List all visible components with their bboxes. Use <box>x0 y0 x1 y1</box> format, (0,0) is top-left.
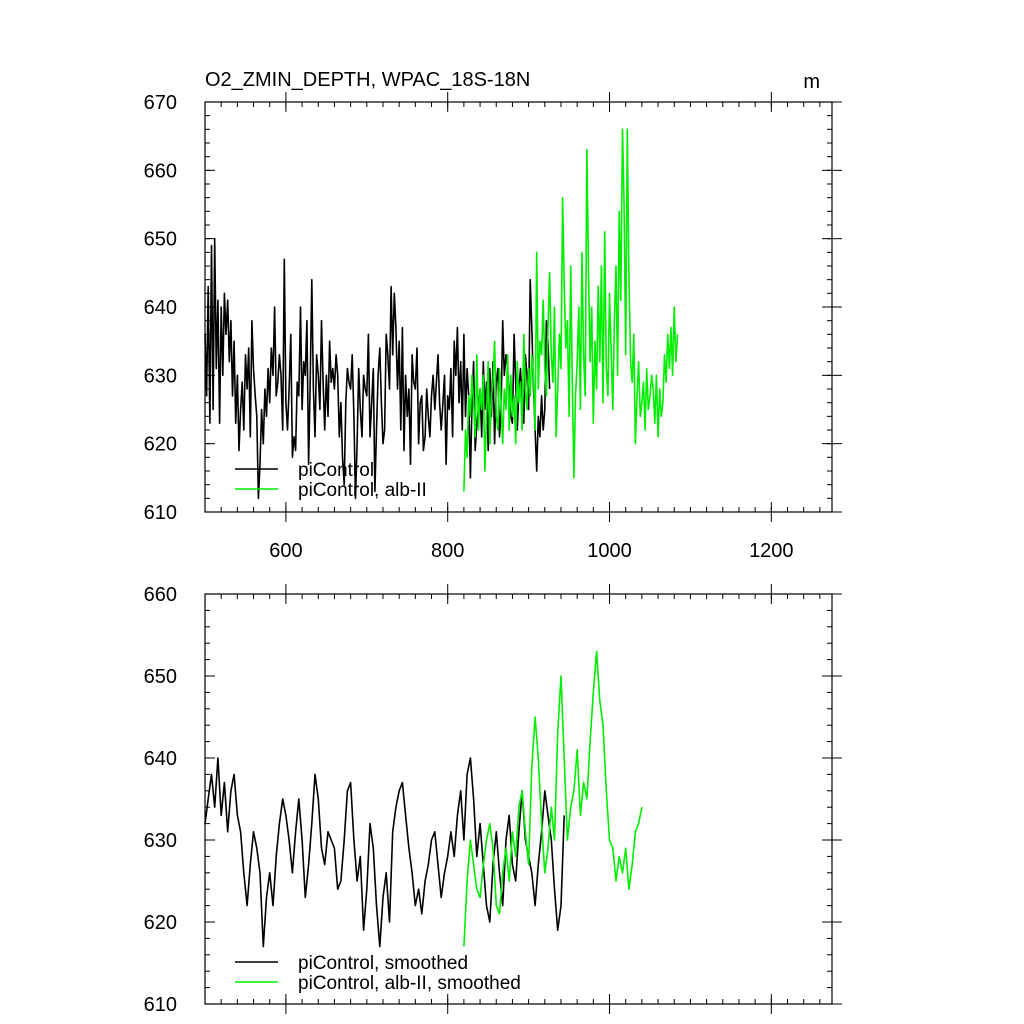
bottom-series-line-picontrol <box>204 757 565 948</box>
bottom-series-lines <box>204 650 643 948</box>
legend-label-alb-ii: piControl, alb-II <box>298 480 427 501</box>
top-x-tick-label: 1200 <box>749 540 794 562</box>
top-x-tick-label: 1000 <box>587 540 632 562</box>
top-x-tick-label: 800 <box>431 540 464 562</box>
bottom-y-tick-label: 610 <box>144 994 177 1016</box>
bottom-legend: piControl, smoothed piControl, alb-II, s… <box>235 953 521 994</box>
chart-title: O2_ZMIN_DEPTH, WPAC_18S-18N <box>205 69 530 91</box>
bottom-plot-frame <box>204 593 833 1005</box>
legend-label-picontrol-smoothed: piControl, smoothed <box>298 953 468 974</box>
bottom-series-line-alb-ii <box>463 650 643 947</box>
top-y-tick-label: 630 <box>144 365 177 387</box>
legend-label-picontrol: piControl <box>298 460 374 481</box>
top-axes-ticks: 600 800 1000 1200 610 620 630 640 650 660 670 <box>144 92 842 562</box>
top-y-tick-label: 610 <box>144 502 177 524</box>
top-series-line-alb-ii <box>463 128 679 492</box>
top-series-lines <box>204 128 679 500</box>
top-panel: O2_ZMIN_DEPTH, WPAC_18S-18N m 600 800 1000… <box>144 69 842 562</box>
bottom-y-tick-label: 640 <box>144 748 177 770</box>
top-plot-frame <box>204 101 833 513</box>
top-series-line-picontrol <box>204 237 551 500</box>
legend-label-alb-ii-smoothed: piControl, alb-II, smoothed <box>298 973 521 994</box>
units-label: m <box>803 71 820 93</box>
top-y-tick-label: 660 <box>144 160 177 182</box>
top-legend: piControl piControl, alb-II <box>235 460 427 501</box>
bottom-y-tick-label: 650 <box>144 666 177 688</box>
bottom-panel: 610 620 630 640 650 660 piControl, smoothed p… <box>144 584 842 1016</box>
bottom-axes-ticks: 610 620 630 640 650 660 <box>144 584 842 1016</box>
bottom-y-tick-label: 630 <box>144 830 177 852</box>
top-y-tick-label: 620 <box>144 434 177 456</box>
top-y-tick-label: 670 <box>144 92 177 114</box>
bottom-y-tick-label: 620 <box>144 912 177 934</box>
top-x-tick-label: 600 <box>269 540 302 562</box>
top-y-tick-label: 640 <box>144 297 177 319</box>
bottom-y-tick-label: 660 <box>144 584 177 606</box>
top-y-tick-label: 650 <box>144 229 177 251</box>
